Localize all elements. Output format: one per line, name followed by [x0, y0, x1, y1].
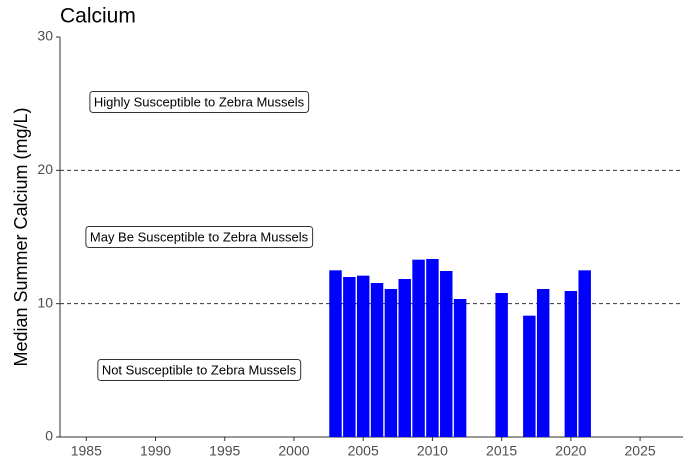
bar	[356, 275, 370, 437]
y-axis-label: Median Summer Calcium (mg/L)	[11, 107, 31, 366]
x-tick-label: 2015	[486, 443, 517, 459]
annotation-box	[97, 358, 302, 381]
bar	[564, 291, 578, 437]
x-tick-label: 2020	[555, 443, 586, 459]
bar	[440, 271, 453, 437]
bar	[329, 270, 342, 437]
bar	[495, 293, 508, 437]
annotation: Not Susceptible to Zebra Mussels	[102, 362, 297, 377]
annotation: Highly Susceptible to Zebra Mussels	[94, 94, 305, 109]
x-tick-label: 1995	[209, 443, 240, 459]
bar	[343, 277, 356, 437]
bar	[453, 299, 467, 437]
x-tick-label: 1990	[140, 443, 171, 459]
x-tick-label: 1985	[71, 443, 102, 459]
x-tick-label: 2000	[278, 443, 309, 459]
y-tick-label: 10	[37, 294, 53, 310]
y-tick-label: 30	[37, 28, 53, 44]
chart-title: Calcium	[60, 5, 136, 28]
annotation-box	[85, 225, 314, 248]
bar	[578, 270, 591, 437]
bar	[523, 315, 536, 437]
annotation-box	[89, 90, 310, 113]
bar	[384, 289, 398, 437]
bar	[412, 259, 425, 437]
bar	[370, 283, 384, 437]
bar	[536, 289, 550, 437]
y-tick-label: 0	[45, 428, 53, 444]
bar	[398, 279, 411, 437]
x-tick-label: 2025	[625, 443, 656, 459]
y-tick-label: 20	[37, 161, 53, 177]
x-tick-label: 2005	[348, 443, 379, 459]
annotation: May Be Susceptible to Zebra Mussels	[90, 229, 309, 244]
bar	[426, 259, 439, 437]
x-tick-label: 2010	[417, 443, 448, 459]
